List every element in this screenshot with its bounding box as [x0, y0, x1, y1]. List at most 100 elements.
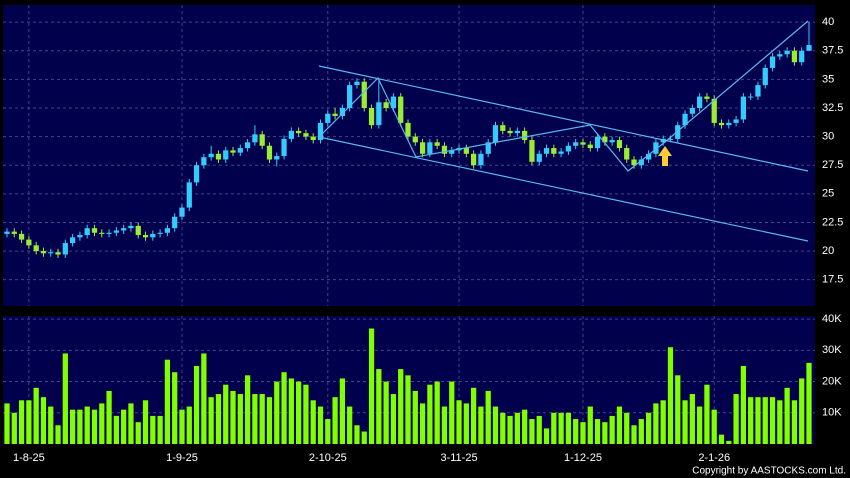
- candle-body: [507, 130, 513, 134]
- y-tick-label: 20K: [822, 375, 842, 387]
- candle-body: [653, 142, 659, 154]
- candle-body: [244, 142, 251, 149]
- candle-body: [266, 145, 273, 160]
- candle-body: [463, 148, 469, 154]
- copyright: Copyright by AASTOCKS.com Ltd.: [692, 466, 846, 477]
- candle-body: [573, 142, 579, 146]
- x-tick-label: 2-10-25: [309, 452, 347, 464]
- candle-body: [361, 81, 367, 109]
- volume-bar: [40, 397, 47, 444]
- grid: [3, 5, 815, 444]
- candle-body: [449, 150, 455, 154]
- candle-body: [697, 96, 703, 109]
- volume-bar: [478, 406, 484, 444]
- volume-bar: [303, 384, 309, 444]
- volume-bar: [704, 384, 710, 444]
- volume-bar: [689, 394, 695, 444]
- y-tick-label: 40K: [822, 313, 842, 325]
- candle-body: [368, 108, 375, 126]
- candle-body: [383, 102, 389, 109]
- volume-bar: [624, 412, 630, 444]
- volume-bar: [347, 406, 353, 444]
- volume-bar: [616, 406, 623, 444]
- candle-body: [434, 142, 440, 146]
- candle-body: [529, 140, 535, 162]
- y-tick-label: 17.5: [822, 274, 843, 286]
- candle-body: [259, 134, 265, 146]
- candle-body: [682, 113, 688, 126]
- volume-bar: [740, 365, 747, 444]
- candle-body: [689, 108, 695, 114]
- volume-bar: [536, 415, 542, 444]
- candle-body: [558, 151, 564, 154]
- volume-bar: [33, 387, 39, 444]
- candle-body: [40, 251, 47, 254]
- volume-bar: [594, 419, 601, 444]
- candle-body: [777, 54, 783, 57]
- volume-bar: [332, 397, 338, 444]
- volume-bar: [791, 400, 798, 444]
- volume-bar: [237, 394, 243, 444]
- candle-body: [609, 140, 615, 143]
- candle-body: [252, 134, 258, 143]
- volume-bar: [244, 375, 251, 444]
- volume-bar: [398, 369, 404, 444]
- volume-bar: [193, 365, 200, 444]
- y-tick-label: 35: [822, 73, 834, 85]
- volume-bar: [223, 384, 229, 444]
- candle-body: [48, 252, 54, 254]
- candle-body: [150, 233, 156, 238]
- candle-body: [208, 153, 214, 158]
- candle-body: [62, 243, 68, 255]
- candle-body: [296, 130, 302, 134]
- candle-body: [704, 96, 710, 99]
- volume-bar: [799, 378, 805, 444]
- volume-bar: [281, 372, 287, 444]
- candle-body: [354, 81, 360, 86]
- candle-body: [565, 145, 572, 152]
- x-tick-label: 1-12-25: [564, 452, 602, 464]
- volume-bar: [4, 403, 10, 444]
- volume-bar: [653, 403, 659, 444]
- candle-body: [405, 122, 411, 137]
- candle-body: [223, 150, 229, 160]
- candle-body: [121, 228, 127, 231]
- channel-upper: [318, 65, 809, 172]
- volume-bar: [419, 403, 426, 444]
- y-tick-label: 22.5: [822, 216, 843, 228]
- y-tick-label: 27.5: [822, 159, 843, 171]
- volume-bar: [412, 390, 418, 444]
- volume-bar: [602, 422, 608, 444]
- candle-body: [106, 232, 112, 234]
- candle-body: [281, 138, 287, 157]
- candle-body: [11, 231, 17, 234]
- volume-bar: [91, 409, 98, 444]
- volume-bar: [492, 406, 499, 444]
- candle-body: [441, 145, 448, 154]
- candle-body: [514, 130, 520, 134]
- volume-bar: [769, 397, 776, 444]
- candle-body: [135, 225, 141, 236]
- volume-bar: [376, 369, 382, 444]
- volume-bar: [682, 400, 688, 444]
- volume-bar: [310, 400, 316, 444]
- volume-bar: [470, 387, 477, 444]
- candle-body: [193, 165, 200, 183]
- candle-body: [791, 50, 798, 63]
- volume-bar: [142, 400, 149, 444]
- candle-body: [325, 113, 331, 123]
- volume-bar: [573, 419, 579, 444]
- candle-body: [740, 96, 747, 120]
- candle-body: [4, 231, 10, 234]
- volume-bar: [259, 394, 265, 444]
- candle-body: [274, 156, 280, 160]
- y-tick-label: 40: [822, 16, 834, 28]
- volume-bar: [368, 328, 375, 444]
- volume-bar: [383, 381, 389, 444]
- volume-bar: [128, 403, 134, 444]
- candle-body: [201, 157, 207, 166]
- candle-body: [660, 138, 666, 143]
- zigzag-line: [318, 20, 809, 172]
- x-tick-label: 1-9-25: [166, 452, 198, 464]
- volume-bar: [500, 412, 506, 444]
